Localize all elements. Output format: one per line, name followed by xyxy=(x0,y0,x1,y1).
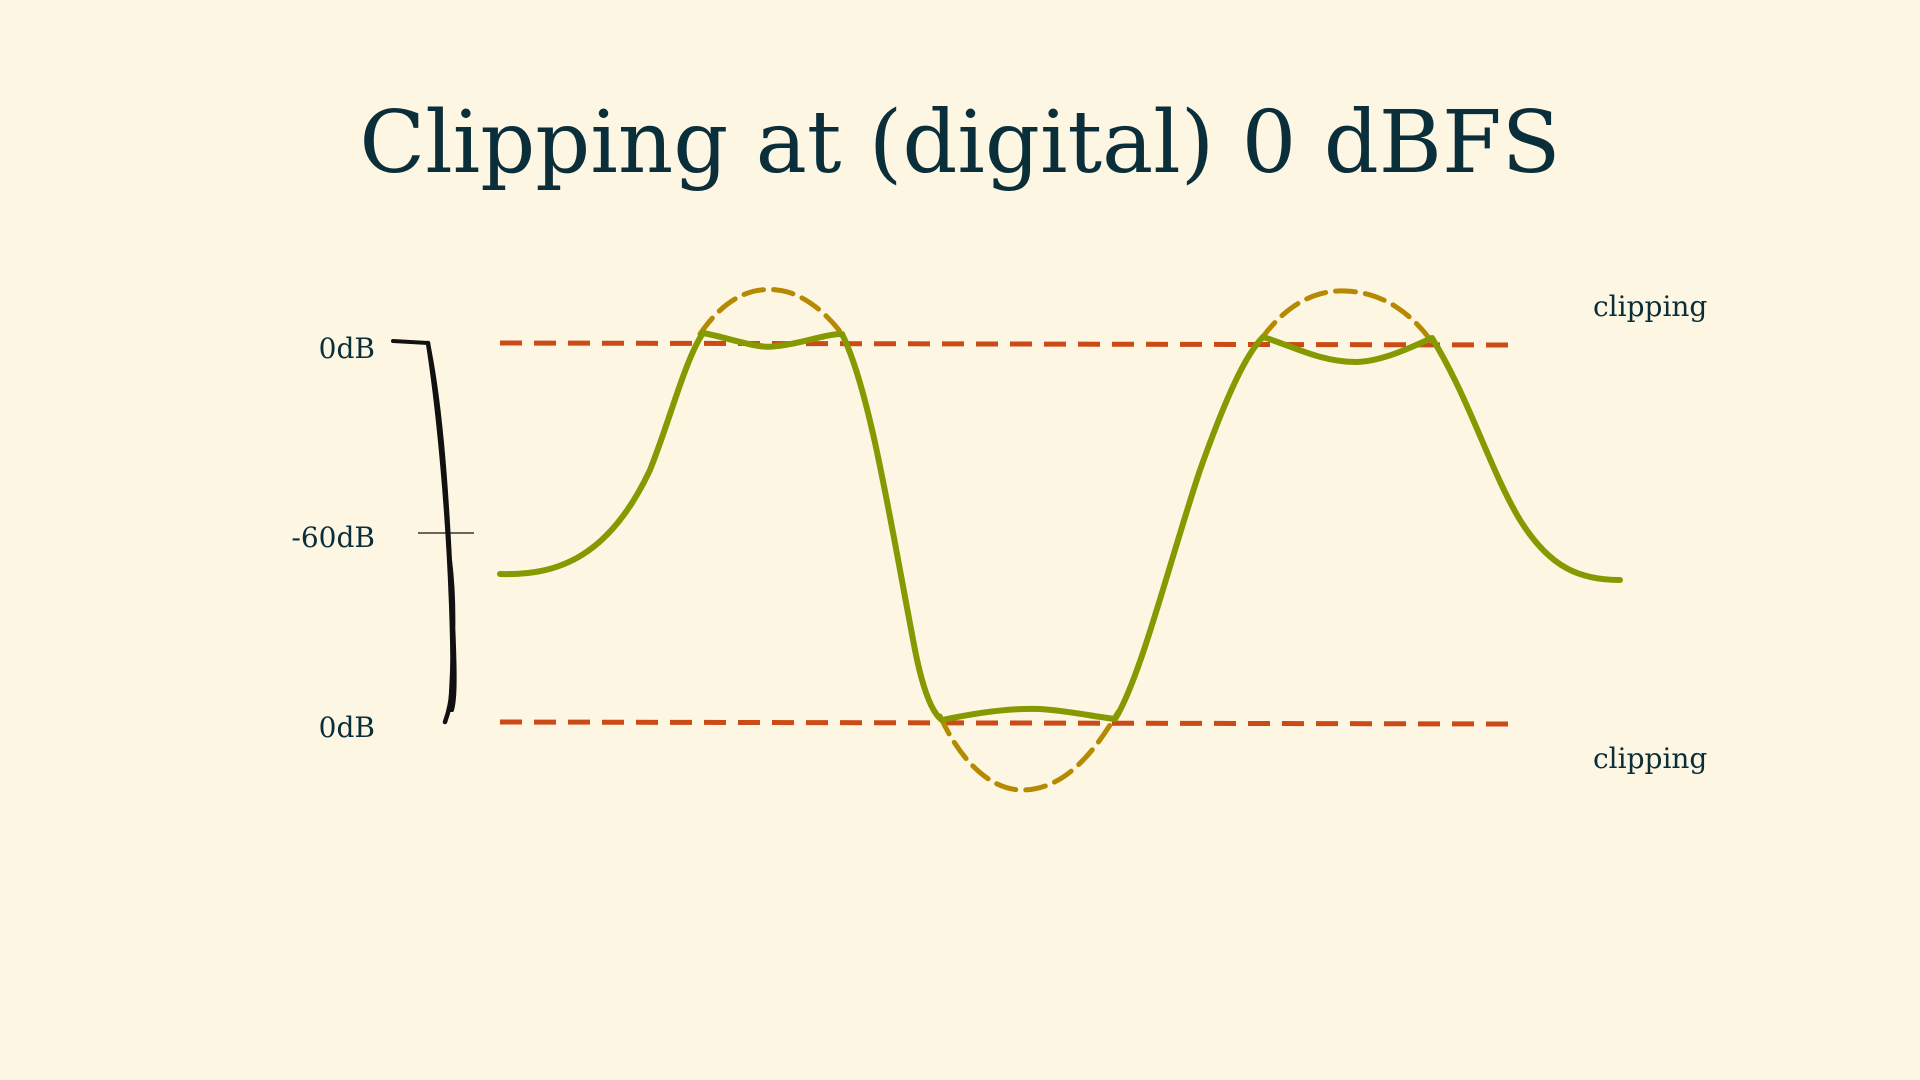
scale-label-top: 0dB xyxy=(319,332,375,365)
lower-clipping-label: clipping xyxy=(1593,742,1707,775)
scale-bracket-stem xyxy=(425,340,455,725)
clipped-signal xyxy=(497,330,1623,723)
original-signal-peak-1 xyxy=(697,287,848,341)
scale-label-middle: -60dB xyxy=(291,521,375,554)
original-signal-peak-2 xyxy=(1259,288,1435,345)
lower-clip-threshold xyxy=(499,719,1511,727)
scale-label-bottom: 0dB xyxy=(319,711,375,744)
original-signal-trough xyxy=(937,709,1121,793)
upper-clipping-label: clipping xyxy=(1593,290,1707,323)
upper-clip-threshold xyxy=(499,340,1511,348)
slide-title: Clipping at (digital) 0 dBFS xyxy=(359,93,1561,193)
